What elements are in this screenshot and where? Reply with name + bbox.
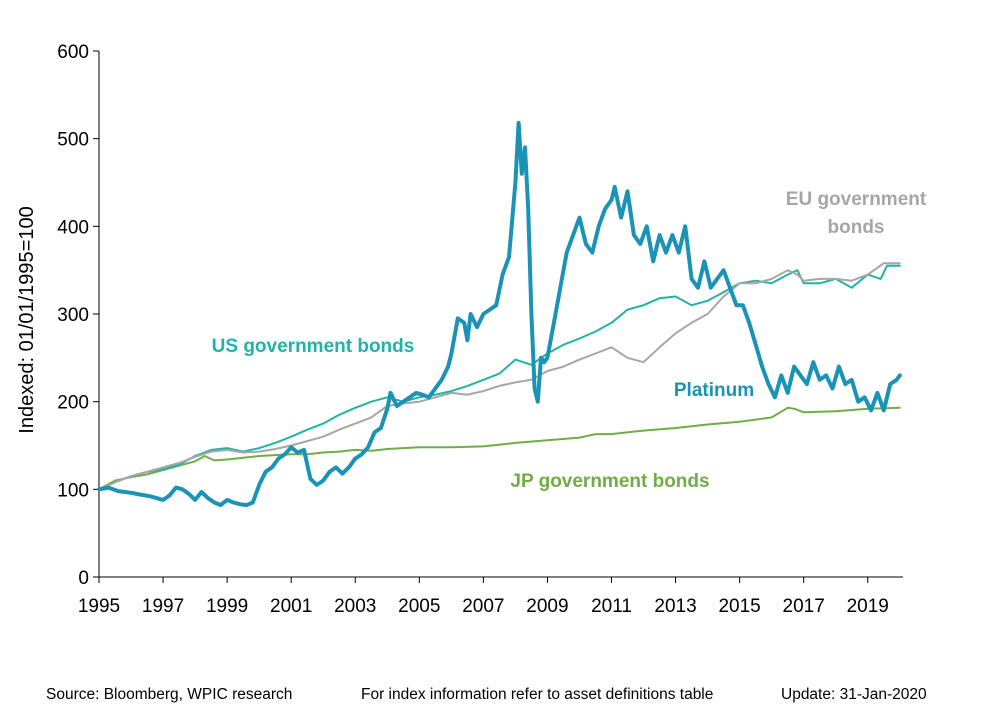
label-eu-government-bonds: bonds [828, 217, 885, 238]
x-tick-label: 2009 [526, 596, 568, 617]
x-tick-label: 1997 [142, 596, 184, 617]
x-tick-label: 2019 [847, 596, 889, 617]
chart: 0 100 200 300 400 500 600 1995 1997 1999 2001 2003… [16, 42, 927, 617]
y-tick-label: 0 [78, 568, 89, 589]
series-lines [97, 120, 902, 508]
label-platinum: Platinum [674, 380, 754, 401]
series-line-jp-government-bonds [98, 406, 901, 491]
update-date: Update: 31-Jan-2020 [781, 686, 927, 703]
series-line-eu-government-bonds [98, 262, 901, 491]
x-tick-label: 2003 [334, 596, 376, 617]
x-axis: 1995 1997 1999 2001 2003 2005 2007 2009 2011 2013… [78, 576, 903, 617]
label-eu-government-bonds: EU government [786, 189, 927, 210]
y-tick-label: 600 [57, 42, 89, 63]
label-jp-government-bonds: JP government bonds [510, 471, 709, 492]
y-tick-label: 500 [57, 130, 89, 151]
x-tick-label: 2013 [654, 596, 696, 617]
y-tick-label: 100 [57, 480, 89, 501]
x-tick-label: 2015 [718, 596, 760, 617]
x-tick-label: 2017 [783, 596, 825, 617]
y-axis: 0 100 200 300 400 500 600 [57, 42, 100, 589]
series-annotations: EU government bonds US government bonds Pla… [212, 189, 927, 492]
series-line-platinum [97, 120, 902, 508]
x-tick-label: 2005 [398, 596, 440, 617]
y-tick-label: 200 [57, 393, 89, 414]
x-tick-label: 2007 [462, 596, 504, 617]
x-tick-label: 1995 [78, 596, 120, 617]
label-us-government-bonds: US government bonds [212, 336, 415, 357]
y-tick-label: 400 [57, 217, 89, 238]
x-tick-label: 1999 [206, 596, 248, 617]
definitions-note: For index information refer to asset def… [361, 686, 714, 703]
y-tick-label: 300 [57, 305, 89, 326]
series-line-us-government-bonds [98, 264, 901, 491]
x-tick-label: 2001 [270, 596, 312, 617]
source-note: Source: Bloomberg, WPIC research [46, 686, 293, 703]
x-tick-label: 2011 [591, 596, 632, 617]
y-axis-label: Indexed: 01/01/1995=100 [16, 206, 38, 433]
